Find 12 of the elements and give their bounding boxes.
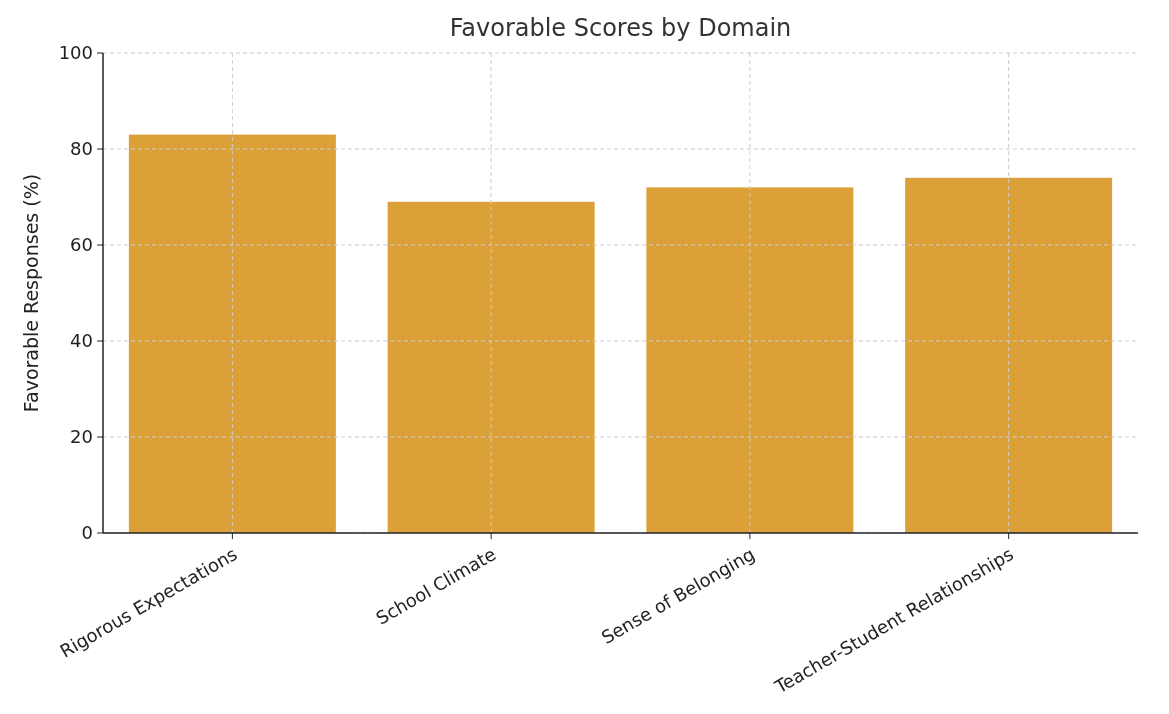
bar [387, 201, 595, 533]
y-tick-label: 40 [70, 330, 93, 352]
y-tick-label: 0 [81, 522, 93, 544]
y-tick-label: 60 [70, 234, 93, 256]
y-tick-label: 80 [70, 138, 93, 160]
bar [905, 177, 1113, 533]
bar [128, 134, 336, 533]
chart-title: Favorable Scores by Domain [449, 14, 792, 42]
y-tick-label: 20 [70, 426, 93, 448]
y-axis-title: Favorable Responses (%) [20, 173, 42, 413]
bar [646, 187, 854, 533]
y-tick-label: 100 [58, 42, 93, 64]
